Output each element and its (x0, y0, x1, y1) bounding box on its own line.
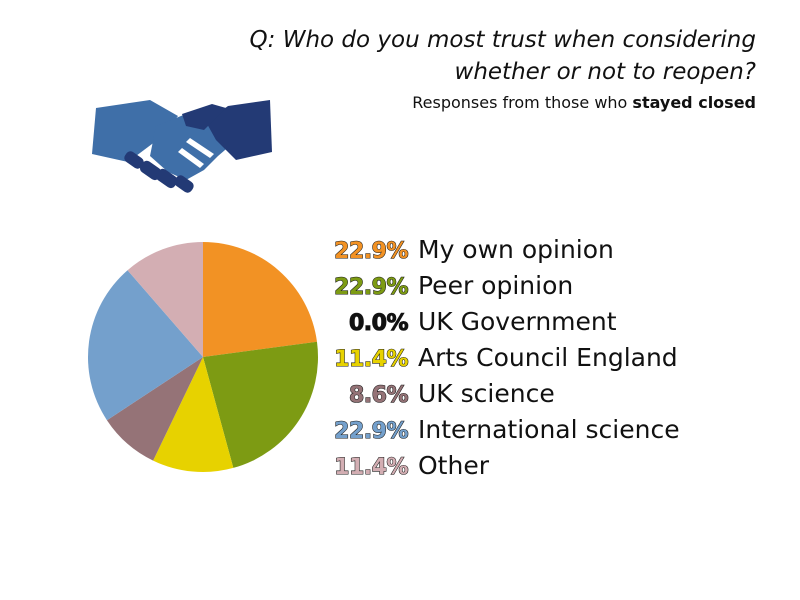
pie-chart-container (86, 240, 320, 474)
pie-chart (87, 242, 319, 472)
pie-slice-4 (106, 357, 203, 461)
legend-category-label: UK Government (418, 307, 617, 336)
legend-value-label: 8.6% (348, 382, 409, 408)
handshake-right-arm (206, 100, 272, 160)
pie-slice-0 (203, 242, 317, 357)
legend-category-label: Other (418, 451, 489, 480)
pie-slice-6 (127, 242, 203, 357)
legend-value-label: 11.4% (334, 454, 409, 480)
legend-category-label: International science (418, 415, 680, 444)
legend-item: 22.9% Peer opinion (330, 268, 680, 304)
chart-title-line-1: Q: Who do you most trust when considerin… (249, 27, 756, 53)
legend-item: 11.4% Other (330, 448, 680, 484)
subtitle-bold: stayed closed (632, 93, 756, 112)
pie-slice-1 (203, 341, 319, 468)
chart-title-block: Q: Who do you most trust when considerin… (196, 24, 756, 116)
pie-slice-3 (153, 357, 234, 472)
handshake-right-cuff (182, 104, 226, 130)
legend-value-label: 11.4% (334, 346, 409, 372)
chart-title-line-2: whether or not to reopen? (454, 59, 756, 85)
legend: 22.9% My own opinion 22.9% Peer opinion 0.0%… (330, 232, 680, 484)
legend-value-label: 22.9% (334, 274, 409, 300)
pie-slice-5 (87, 270, 203, 421)
legend-item: 22.9% My own opinion (330, 232, 680, 268)
legend-category-label: UK science (418, 379, 555, 408)
legend-item: 11.4% Arts Council England (330, 340, 680, 376)
legend-category-label: My own opinion (418, 235, 614, 264)
legend-value-label: 0.0% (348, 310, 409, 336)
chart-subtitle: Responses from those who stayed closed (196, 90, 756, 116)
legend-item: 22.9% International science (330, 412, 680, 448)
legend-category-label: Peer opinion (418, 271, 574, 300)
legend-value-label: 22.9% (334, 238, 409, 264)
legend-value-label: 22.9% (334, 418, 409, 444)
legend-category-label: Arts Council England (418, 343, 678, 372)
handshake-left-arm (92, 100, 178, 162)
handshake-highlights (178, 138, 214, 168)
legend-item: 0.0% UK Government (330, 304, 680, 340)
subtitle-prefix: Responses from those who (412, 93, 633, 112)
handshake-fingers (124, 151, 194, 193)
handshake-icon (92, 100, 272, 193)
legend-item: 8.6% UK science (330, 376, 680, 412)
